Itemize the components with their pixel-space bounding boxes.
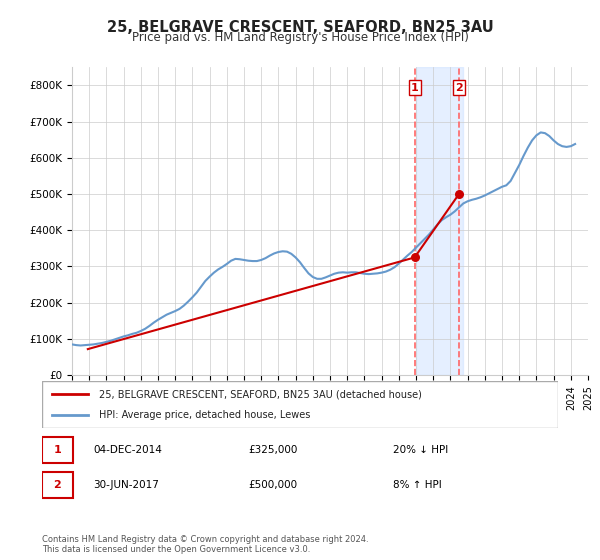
FancyBboxPatch shape bbox=[42, 381, 558, 428]
Text: 04-DEC-2014: 04-DEC-2014 bbox=[94, 445, 163, 455]
Point bbox=[454, 189, 464, 198]
Text: 25, BELGRAVE CRESCENT, SEAFORD, BN25 3AU (detached house): 25, BELGRAVE CRESCENT, SEAFORD, BN25 3AU… bbox=[99, 389, 422, 399]
Text: 8% ↑ HPI: 8% ↑ HPI bbox=[393, 480, 442, 490]
Text: 2: 2 bbox=[53, 480, 61, 490]
Text: £500,000: £500,000 bbox=[248, 480, 298, 490]
Text: 2: 2 bbox=[455, 82, 463, 92]
Text: 20% ↓ HPI: 20% ↓ HPI bbox=[393, 445, 448, 455]
Text: 1: 1 bbox=[53, 445, 61, 455]
Text: £325,000: £325,000 bbox=[248, 445, 298, 455]
Text: HPI: Average price, detached house, Lewes: HPI: Average price, detached house, Lewe… bbox=[99, 410, 310, 420]
Text: 1: 1 bbox=[411, 82, 418, 92]
FancyBboxPatch shape bbox=[42, 472, 73, 498]
Text: 25, BELGRAVE CRESCENT, SEAFORD, BN25 3AU: 25, BELGRAVE CRESCENT, SEAFORD, BN25 3AU bbox=[107, 20, 493, 35]
Point bbox=[410, 253, 419, 262]
Text: Contains HM Land Registry data © Crown copyright and database right 2024.
This d: Contains HM Land Registry data © Crown c… bbox=[42, 535, 368, 554]
Text: 30-JUN-2017: 30-JUN-2017 bbox=[94, 480, 160, 490]
FancyBboxPatch shape bbox=[42, 437, 73, 464]
Text: Price paid vs. HM Land Registry's House Price Index (HPI): Price paid vs. HM Land Registry's House … bbox=[131, 31, 469, 44]
